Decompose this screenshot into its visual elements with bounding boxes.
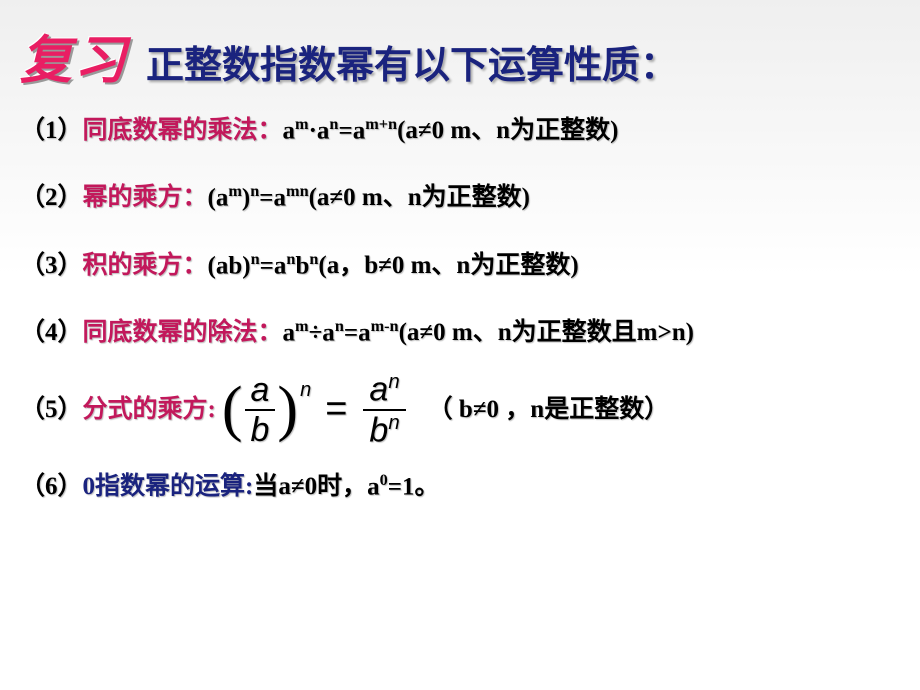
rule-condition: (a，b≠0 m、n为正整数)	[318, 248, 578, 283]
denominator: bn	[363, 411, 405, 449]
rule-num: （5）	[20, 392, 83, 427]
fraction-left: a b	[245, 371, 276, 449]
left-paren: (	[222, 385, 243, 435]
rule-formula: am÷an=am-n	[283, 315, 399, 350]
rule-pretext: 当a≠0时，	[253, 469, 367, 504]
rule-name: 同底数幂的乘法：	[83, 113, 283, 148]
rule-formula: am·an=am+n	[283, 113, 398, 148]
denominator: b	[245, 411, 276, 449]
rule-num: （3）	[20, 248, 83, 283]
slide-title: 正整数指数幂有以下运算性质：	[146, 34, 678, 89]
rule-num: （2）	[20, 180, 83, 215]
rule-condition: (a≠0 m、n为正整数)	[309, 180, 530, 215]
numerator: an	[363, 370, 405, 408]
rules-list: （1） 同底数幂的乘法： am·an=am+n (a≠0 m、n为正整数) （2…	[0, 93, 920, 504]
rule-formula: (ab)n=anbn	[208, 248, 319, 283]
rule-condition: (a≠0 m、n为正整数)	[397, 113, 618, 148]
rule-name: 积的乘方：	[83, 248, 208, 283]
rule-1: （1） 同底数幂的乘法： am·an=am+n (a≠0 m、n为正整数)	[20, 113, 900, 148]
rule-num: （6）	[20, 469, 83, 504]
rule-name: 幂的乘方：	[83, 180, 208, 215]
rule-2: （2） 幂的乘方： (am)n=amn (a≠0 m、n为正整数)	[20, 180, 900, 215]
rule-condition: （ b≠0 ，n是正整数）	[428, 392, 670, 427]
fraction-formula: ( a b ) n = an bn	[222, 370, 408, 449]
rule-posttext: 。	[414, 469, 439, 504]
equals-sign: =	[325, 383, 347, 436]
exponent: n	[300, 376, 311, 404]
rule-5: （5） 分式的乘方: ( a b ) n = an bn （ b≠0 ，n是正整…	[20, 370, 900, 449]
rule-4: （4） 同底数幂的除法： am÷an=am-n (a≠0 m、n为正整数且m>n…	[20, 315, 900, 350]
rule-name: 分式的乘方:	[83, 392, 216, 427]
rule-formula: a0=1	[367, 469, 414, 504]
rule-formula: (am)n=amn	[208, 180, 309, 215]
right-paren: )	[277, 385, 298, 435]
numerator: a	[245, 371, 276, 409]
rule-name: 同底数幂的除法：	[83, 315, 283, 350]
fraction-right: an bn	[363, 370, 405, 449]
rule-name: 0指数幂的运算:	[83, 469, 254, 504]
rule-6: （6） 0指数幂的运算: 当a≠0时， a0=1 。	[20, 469, 900, 504]
rule-num: （1）	[20, 113, 83, 148]
rule-condition: (a≠0 m、n为正整数且m>n)	[399, 315, 694, 350]
rule-num: （4）	[20, 315, 83, 350]
slide-header: 复习 正整数指数幂有以下运算性质：	[0, 0, 920, 93]
rule-3: （3） 积的乘方： (ab)n=anbn (a，b≠0 m、n为正整数)	[20, 248, 900, 283]
review-badge: 复习	[20, 18, 128, 93]
